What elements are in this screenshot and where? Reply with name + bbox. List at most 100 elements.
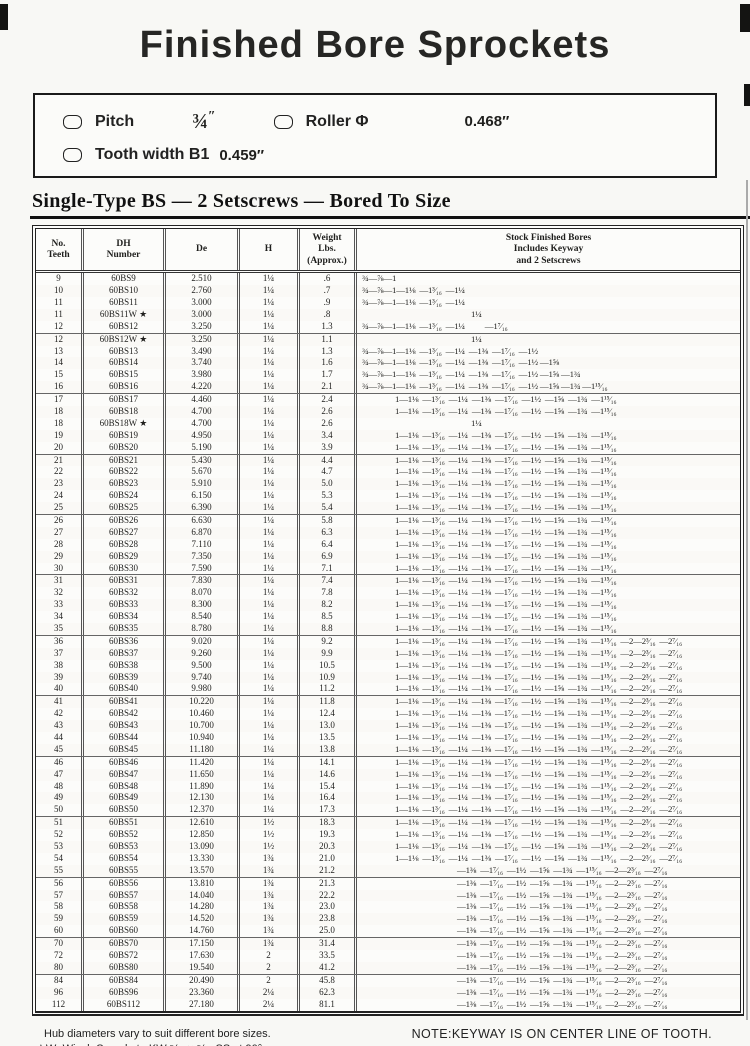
cell-dh-number: 60BS12	[84, 320, 166, 333]
cell-weight: 6.9	[300, 550, 357, 563]
tooth-width-checkbox-icon	[63, 148, 82, 162]
cell-de: 17.630	[166, 950, 240, 962]
cell-de: 12.370	[166, 804, 240, 817]
cell-de: 7.350	[166, 550, 240, 563]
cell-h: 1¼	[240, 743, 300, 756]
cell-de: 4.220	[166, 381, 240, 394]
cell-dh-number: 60BS18W ★	[84, 417, 166, 430]
cell-teeth: 32	[36, 587, 84, 600]
cell-dh-number: 60BS48	[84, 780, 166, 793]
cell-weight: .7	[300, 285, 357, 297]
cell-weight: 62.3	[300, 986, 357, 999]
table-row: 70 60BS70 17.150 1¾ 31.4 —1⅜ —1⁷⁄₁₆ —1½ …	[36, 937, 740, 951]
cell-de: 8.780	[166, 623, 240, 635]
cell-dh-number: 60BS40	[84, 683, 166, 696]
cell-de: 12.610	[166, 817, 240, 830]
cell-h: 1¾	[240, 938, 300, 951]
cell-teeth: 48	[36, 780, 84, 793]
footer: Hub diameters vary to suit different bor…	[36, 1027, 722, 1046]
cell-de: 3.250	[166, 333, 240, 346]
cell-dh-number: 60BS30	[84, 562, 166, 575]
cell-teeth: 19	[36, 429, 84, 442]
cell-stock-bores: ¾—⅞—1	[362, 273, 397, 284]
cell-teeth: 10	[36, 285, 84, 297]
cell-h: 1¼	[240, 575, 300, 588]
cell-teeth: 9	[36, 273, 84, 286]
table-row: 36 60BS36 9.020 1¼ 9.2 1—1⅛ —1³⁄₁₆ —1¼ —…	[36, 634, 740, 648]
table-row: 18 60BS18 4.700 1¼ 2.6 1—1⅛ —1³⁄₁₆ —1¼ —…	[36, 405, 740, 418]
cell-teeth: 51	[36, 817, 84, 830]
cell-teeth: 14	[36, 357, 84, 370]
cell-de: 11.420	[166, 756, 240, 769]
cell-dh-number: 60BS80	[84, 961, 166, 974]
cell-h: 1¼	[240, 671, 300, 684]
cell-dh-number: 60BS12W ★	[84, 333, 166, 346]
cell-teeth: 38	[36, 659, 84, 672]
cell-weight: .8	[300, 308, 357, 321]
cell-teeth: 30	[36, 562, 84, 575]
cell-h: 1¼	[240, 454, 300, 467]
cell-dh-number: 60BS20	[84, 441, 166, 454]
pitch-label: Pitch	[95, 112, 135, 130]
cell-h: 1¼	[240, 562, 300, 575]
cell-dh-number: 60BS38	[84, 659, 166, 672]
cell-h: 1¼	[240, 429, 300, 442]
cell-stock-bores: 1—1⅛ —1³⁄₁₆ —1¼ —1⅜ —1⁷⁄₁₆ —1½ —1⅝ —1¾ —…	[395, 526, 617, 537]
table-row: 37 60BS37 9.260 1¼ 9.9 1—1⅛ —1³⁄₁₆ —1¼ —…	[36, 647, 740, 660]
cell-h: 1¼	[240, 732, 300, 744]
cell-dh-number: 60BS13	[84, 345, 166, 358]
cell-dh-number: 60BS24	[84, 490, 166, 503]
table-row: 20 60BS20 5.190 1¼ 3.9 1—1⅛ —1³⁄₁₆ —1¼ —…	[36, 441, 740, 454]
cell-de: 14.040	[166, 889, 240, 902]
cell-weight: 19.3	[300, 829, 357, 842]
table-row: 12 60BS12 3.250 1¼ 1.3 ¾—⅞—1—1⅛ —1³⁄₁₆ —…	[36, 320, 740, 333]
table-row: 13 60BS13 3.490 1¼ 1.3 ¾—⅞—1—1⅛ —1³⁄₁₆ —…	[36, 345, 740, 358]
cell-dh-number: 60BS57	[84, 889, 166, 902]
table-row: 11 60BS11W ★ 3.000 1¼ .8 1¼	[36, 308, 740, 321]
cell-teeth: 18	[36, 417, 84, 430]
cell-de: 12.130	[166, 792, 240, 805]
cell-stock-bores: 1—1⅛ —1³⁄₁₆ —1¼ —1⅜ —1⁷⁄₁₆ —1½ —1⅝ —1¾ —…	[395, 405, 617, 416]
table-row: 47 60BS47 11.650 1¼ 14.6 1—1⅛ —1³⁄₁₆ —1¼…	[36, 768, 740, 781]
cell-de: 14.760	[166, 925, 240, 938]
cell-stock-bores: 1—1⅛ —1³⁄₁₆ —1¼ —1⅜ —1⁷⁄₁₆ —1½ —1⅝ —1¾ —…	[395, 490, 617, 501]
cell-weight: 13.5	[300, 732, 357, 744]
cell-h: 2¼	[240, 998, 300, 1011]
cell-de: 9.020	[166, 635, 240, 648]
cell-de: 3.980	[166, 369, 240, 382]
cell-stock-bores: 1—1⅛ —1³⁄₁₆ —1¼ —1⅜ —1⁷⁄₁₆ —1½ —1⅝ —1¾ —…	[395, 696, 683, 707]
cell-weight: 16.4	[300, 792, 357, 805]
cell-de: 6.390	[166, 502, 240, 514]
cell-teeth: 80	[36, 961, 84, 974]
table-row: 18 60BS18W ★ 4.700 1¼ 2.6 1¼	[36, 417, 740, 430]
cell-dh-number: 60BS46	[84, 756, 166, 769]
cell-dh-number: 60BS112	[84, 998, 166, 1011]
cell-dh-number: 60BS9	[84, 273, 166, 286]
cell-weight: 14.6	[300, 768, 357, 781]
header-cell-dh: DH Number	[84, 229, 166, 271]
cell-de: 9.980	[166, 683, 240, 696]
cell-dh-number: 60BS19	[84, 429, 166, 442]
cell-teeth: 60	[36, 925, 84, 938]
cell-h: 1¼	[240, 490, 300, 503]
cell-dh-number: 60BS15	[84, 369, 166, 382]
table-row: 53 60BS53 13.090 1½ 20.3 1—1⅛ —1³⁄₁₆ —1¼…	[36, 841, 740, 853]
cell-stock-bores: 1—1⅛ —1³⁄₁₆ —1¼ —1⅜ —1⁷⁄₁₆ —1½ —1⅝ —1¾ —…	[395, 841, 683, 852]
cell-dh-number: 60BS60	[84, 925, 166, 938]
cell-teeth: 12	[36, 320, 84, 333]
cell-h: 1¼	[240, 756, 300, 769]
cell-stock-bores: ¾—⅞—1—1⅛ —1³⁄₁₆ —1¼ —1⁷⁄₁₆	[362, 320, 508, 331]
table-row: 48 60BS48 11.890 1¼ 15.4 1—1⅛ —1³⁄₁₆ —1¼…	[36, 780, 740, 793]
cell-stock-bores: ¾—⅞—1—1⅛ —1³⁄₁₆ —1¼	[362, 296, 465, 307]
cell-de: 5.190	[166, 441, 240, 454]
table-row: 23 60BS23 5.910 1¼ 5.0 1—1⅛ —1³⁄₁₆ —1¼ —…	[36, 478, 740, 491]
sprocket-table: No. Teeth DH Number De H Weight Lbs. (Ap…	[32, 225, 744, 1016]
cell-weight: 1.3	[300, 345, 357, 358]
cell-de: 23.360	[166, 986, 240, 999]
cell-stock-bores: 1—1⅛ —1³⁄₁₆ —1¼ —1⅜ —1⁷⁄₁₆ —1½ —1⅝ —1¾ —…	[395, 768, 683, 779]
cell-weight: 23.0	[300, 901, 357, 914]
cell-h: 2¼	[240, 986, 300, 999]
cell-stock-bores: —1⅜ —1⁷⁄₁₆ —1½ —1⅝ —1¾ —1¹⁵⁄₁₆ —2—2³⁄₁₆ …	[457, 938, 668, 949]
cell-weight: 81.1	[300, 998, 357, 1011]
table-row: 58 60BS58 14.280 1¾ 23.0 —1⅜ —1⁷⁄₁₆ —1½ …	[36, 901, 740, 914]
